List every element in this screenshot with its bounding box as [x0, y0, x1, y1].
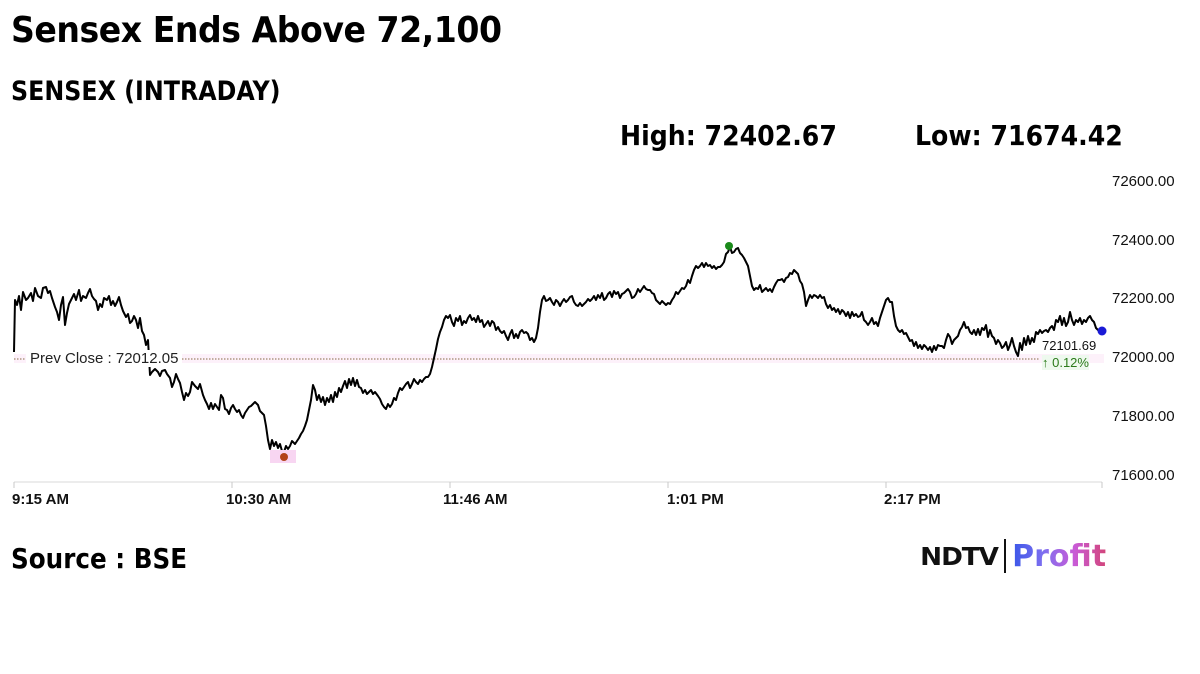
y-tick-label: 72600.00 [1112, 173, 1175, 190]
ndtv-profit-logo: NDTV Profit [920, 536, 1107, 576]
chart-subtitle: SENSEX (INTRADAY) [11, 76, 281, 107]
source-label: Source : BSE [11, 542, 188, 575]
x-tick-label: 9:15 AM [12, 491, 69, 508]
day-low-label: Low: 71674.42 [915, 119, 1123, 152]
y-tick-label: 72200.00 [1112, 290, 1175, 307]
x-tick-label: 11:46 AM [443, 491, 508, 508]
logo-profit-text: Profit [1012, 538, 1107, 574]
last-price-marker [1097, 326, 1107, 336]
day-high-label: High: 72402.67 [620, 119, 837, 152]
price-line [13, 246, 1103, 453]
y-tick-label: 71600.00 [1112, 467, 1175, 484]
x-tick-label: 1:01 PM [667, 491, 724, 508]
logo-divider [1004, 539, 1007, 573]
low-marker [280, 453, 288, 461]
last-price-label: 72101.69 [1042, 338, 1097, 353]
prev-close-label: Prev Close : 72012.05 [26, 350, 183, 367]
high-marker [725, 242, 733, 250]
chart-headline: Sensex Ends Above 72,100 [11, 10, 502, 51]
change-percent-label: ↑ 0.12% [1042, 355, 1089, 370]
x-axis-ticks [13, 482, 1103, 488]
y-tick-label: 72400.00 [1112, 232, 1175, 249]
x-tick-label: 2:17 PM [884, 491, 941, 508]
x-tick-label: 10:30 AM [226, 491, 292, 508]
y-tick-label: 71800.00 [1112, 408, 1175, 425]
logo-ndtv-text: NDTV [920, 541, 999, 571]
y-tick-label: 72000.00 [1112, 349, 1175, 366]
prev-close-band [14, 354, 1104, 363]
